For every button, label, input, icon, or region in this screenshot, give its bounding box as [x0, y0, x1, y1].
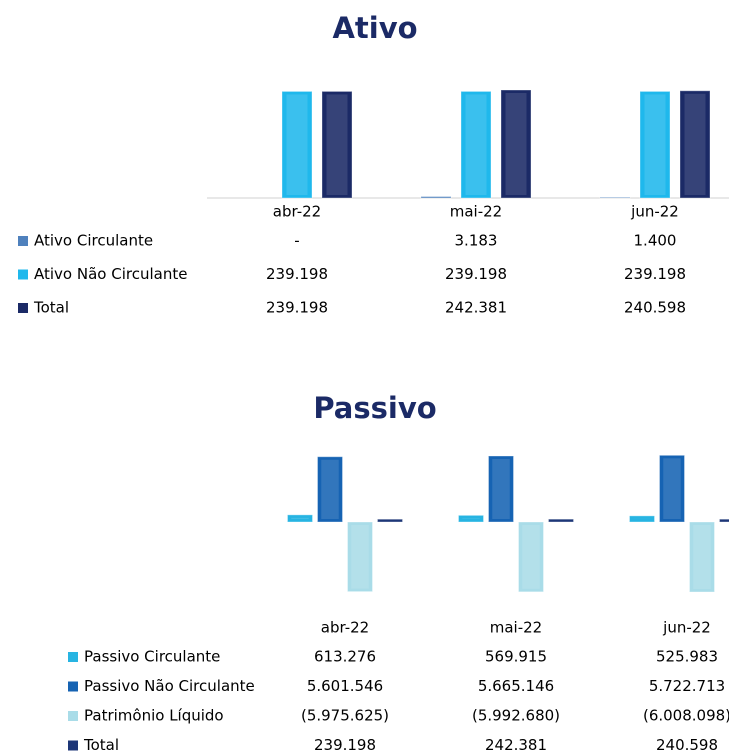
bar [458, 514, 484, 523]
value-label: 242.381 [485, 736, 547, 753]
bar-highlight [505, 93, 527, 195]
bar [287, 514, 313, 523]
legend-swatch [18, 303, 28, 313]
value-label: 5.601.546 [307, 677, 383, 695]
bar [548, 518, 574, 523]
legend-swatch [68, 681, 78, 692]
value-label: 240.598 [624, 299, 686, 317]
legend-label: Passivo Não Circulante [84, 677, 255, 695]
bar [629, 515, 655, 523]
value-label: (6.008.098) [643, 707, 729, 725]
value-label: 242.381 [445, 299, 507, 317]
bar [317, 456, 343, 523]
x-tick-label: abr-22 [321, 619, 369, 637]
bar [689, 521, 715, 593]
bar-highlight [326, 94, 348, 195]
chart-title: Ativo [332, 11, 417, 45]
value-label: 5.722.713 [649, 677, 725, 695]
bar-highlight [321, 459, 339, 519]
bar [719, 518, 729, 523]
bar-highlight [351, 525, 369, 589]
bar-highlight [644, 94, 666, 195]
bar-highlight [465, 94, 487, 195]
bar [377, 518, 403, 523]
bar [488, 455, 514, 523]
legend-label: Total [33, 299, 69, 317]
legend-label: Total [83, 736, 119, 753]
bar-highlight [286, 94, 308, 195]
legend-swatch [18, 269, 28, 280]
value-label: 525.983 [656, 648, 718, 666]
value-label: 239.198 [624, 265, 686, 283]
value-label: 5.665.146 [478, 677, 554, 695]
bar [347, 521, 373, 593]
legend-swatch [68, 652, 78, 662]
bar [420, 196, 452, 199]
bar-highlight [462, 518, 480, 519]
x-tick-label: jun-22 [630, 203, 679, 221]
bar-highlight [492, 458, 510, 519]
bar [518, 521, 544, 593]
value-label: 239.198 [314, 736, 376, 753]
bar-highlight [663, 458, 681, 519]
bar-highlight [522, 525, 540, 589]
bar [460, 90, 492, 199]
legend-swatch [18, 236, 28, 246]
value-label: (5.975.625) [301, 707, 389, 725]
value-label: 613.276 [314, 648, 376, 666]
legend-label: Ativo Circulante [34, 232, 153, 250]
chart-title: Passivo [313, 391, 436, 425]
legend-label: Ativo Não Circulante [34, 265, 187, 283]
bar [639, 90, 671, 199]
bar-highlight [693, 525, 711, 589]
x-tick-label: jun-22 [662, 619, 711, 637]
value-label: 239.198 [445, 265, 507, 283]
value-label: 3.183 [455, 232, 498, 250]
value-label: 240.598 [656, 736, 718, 753]
x-tick-label: mai-22 [490, 619, 542, 637]
value-label: 569.915 [485, 648, 547, 666]
value-label: 1.400 [634, 232, 677, 250]
legend-label: Patrimônio Líquido [84, 707, 224, 725]
bar [281, 90, 313, 199]
value-label: 239.198 [266, 299, 328, 317]
bar [679, 90, 711, 199]
x-tick-label: abr-22 [273, 203, 321, 221]
bar [321, 90, 353, 199]
bar [599, 196, 631, 199]
bar [500, 89, 532, 199]
bar-highlight [684, 93, 706, 195]
legend-label: Passivo Circulante [84, 648, 220, 666]
value-label: 239.198 [266, 265, 328, 283]
bar [659, 454, 685, 523]
x-tick-label: mai-22 [450, 203, 502, 221]
legend-swatch [68, 711, 78, 721]
bar-highlight [291, 517, 309, 519]
legend-swatch [68, 740, 78, 751]
value-label: - [294, 232, 299, 250]
value-label: (5.992.680) [472, 707, 560, 725]
